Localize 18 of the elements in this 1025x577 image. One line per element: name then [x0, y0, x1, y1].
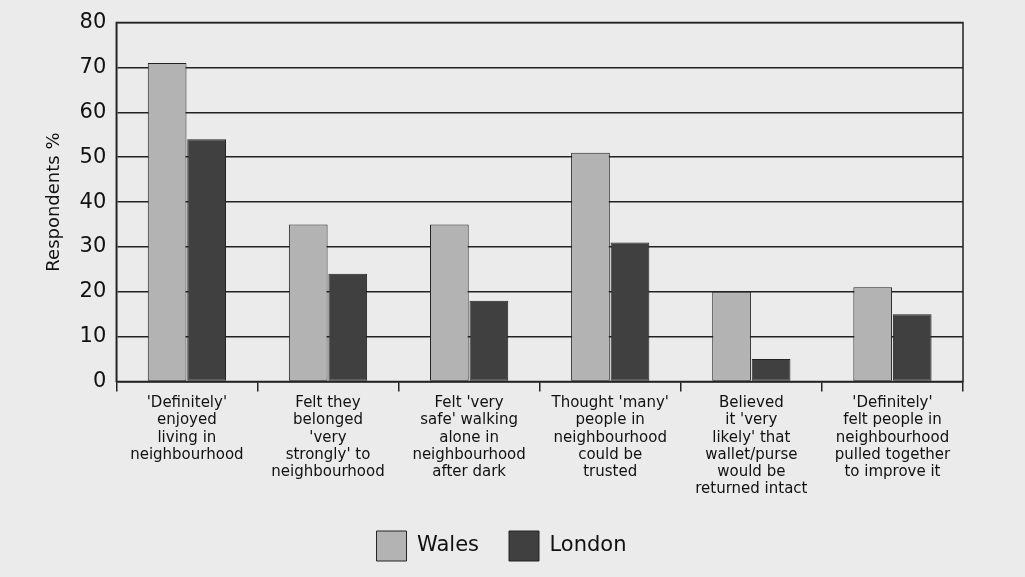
y-axis-title: Respondents % — [42, 132, 64, 272]
y-tick-label: 20 — [79, 278, 107, 303]
legend-label: Wales — [417, 532, 480, 557]
y-tick-label: 10 — [79, 323, 107, 348]
y-tick-label: 50 — [79, 143, 107, 168]
x-tick-label: 'Definitely' felt people in neighbourhood pulled together to improve it — [834, 393, 952, 481]
y-tick-label: 30 — [79, 233, 107, 258]
y-tick-label: 80 — [79, 9, 107, 34]
x-tick-label: Felt 'very safe' walking alone in neighbourhood after dark — [412, 393, 526, 481]
y-tick-label: 0 — [92, 367, 107, 392]
x-tick-label: Thought 'many' people in neighbourhood could be trusted — [550, 393, 669, 481]
y-tick-label: 60 — [79, 98, 107, 123]
x-tick-label: 'Definitely' enjoyed living in neighbourhood — [130, 393, 244, 463]
x-tick-label: Believed it 'very likely' that wallet/purse would be returned intact — [695, 393, 808, 498]
y-tick-label: 70 — [79, 53, 107, 78]
legend-label: London — [549, 532, 627, 557]
y-tick-label: 40 — [79, 188, 107, 213]
x-tick-label: Felt they belonged 'very strongly' to neighbourhood — [271, 393, 385, 481]
